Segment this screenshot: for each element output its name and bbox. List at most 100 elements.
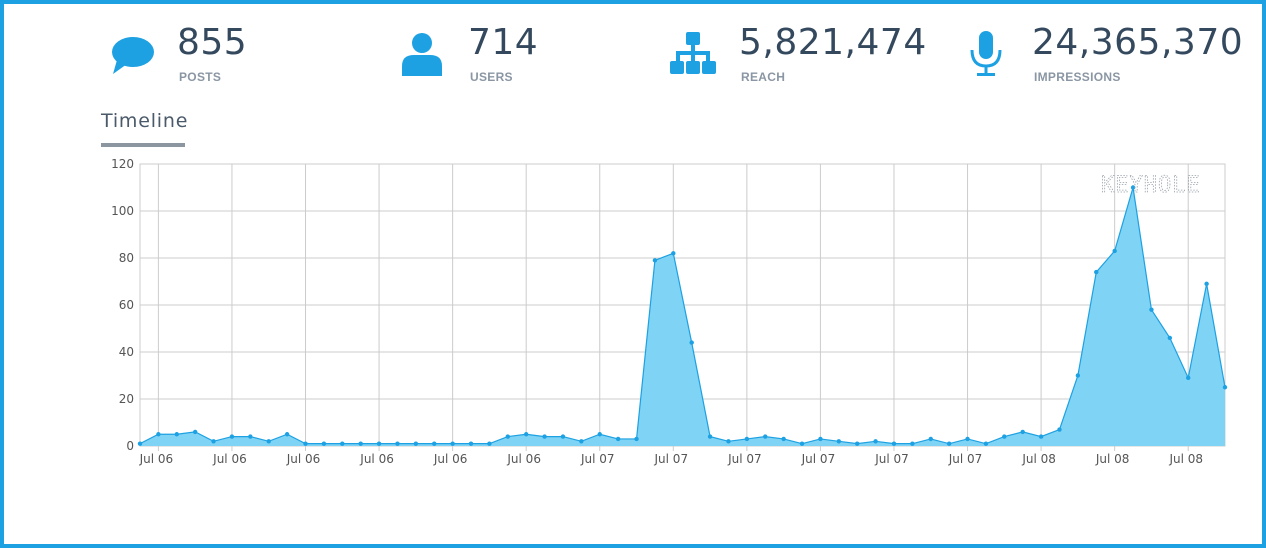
y-tick-label: 100 — [111, 204, 134, 218]
data-point[interactable] — [1075, 373, 1081, 378]
y-tick-label: 120 — [111, 157, 134, 171]
data-point[interactable] — [1130, 185, 1136, 190]
data-point[interactable] — [376, 441, 382, 446]
x-tick-label: Jul 06 — [286, 452, 321, 466]
x-tick-label: Jul 07 — [727, 452, 762, 466]
data-point[interactable] — [928, 436, 933, 442]
data-point[interactable] — [652, 258, 658, 263]
keyhole-watermark: KEYHOLE — [1101, 173, 1201, 198]
data-point[interactable] — [818, 436, 823, 442]
data-point[interactable] — [229, 434, 235, 439]
data-point[interactable] — [707, 434, 713, 439]
data-point[interactable] — [744, 436, 750, 442]
data-point[interactable] — [321, 441, 327, 446]
x-tick-label: Jul 06 — [359, 452, 394, 466]
data-point[interactable] — [1002, 434, 1007, 439]
y-tick-label: 40 — [119, 345, 134, 359]
data-point[interactable] — [891, 441, 897, 446]
data-point[interactable] — [597, 432, 602, 437]
data-point[interactable] — [1020, 429, 1025, 435]
data-point[interactable] — [137, 441, 143, 446]
data-point[interactable] — [413, 441, 419, 446]
data-point[interactable] — [671, 251, 676, 256]
microphone-icon — [970, 31, 1002, 76]
stat-impressions-value: 24,365,370 — [1032, 22, 1244, 63]
data-point[interactable] — [395, 441, 400, 446]
x-tick-label: Jul 07 — [874, 452, 909, 466]
data-point[interactable] — [1222, 385, 1228, 390]
x-tick-label: Jul 08 — [1095, 452, 1130, 466]
data-point[interactable] — [303, 441, 308, 446]
y-tick-label: 20 — [119, 392, 134, 406]
data-point[interactable] — [983, 441, 989, 446]
data-point[interactable] — [358, 441, 363, 446]
data-point[interactable] — [523, 432, 529, 437]
x-tick-label: Jul 07 — [948, 452, 983, 466]
data-point[interactable] — [340, 441, 345, 446]
data-point[interactable] — [192, 429, 198, 435]
data-point[interactable] — [266, 439, 271, 444]
data-point[interactable] — [615, 436, 621, 442]
data-point[interactable] — [560, 434, 566, 439]
data-point[interactable] — [1094, 269, 1099, 275]
chart-area-layer — [139, 187, 1226, 446]
data-point[interactable] — [211, 439, 216, 444]
data-point[interactable] — [468, 441, 474, 446]
data-point[interactable] — [487, 441, 492, 446]
data-point[interactable] — [1204, 281, 1209, 287]
stat-posts-value: 855 — [177, 22, 248, 63]
data-point[interactable] — [248, 434, 253, 439]
data-point[interactable] — [156, 432, 161, 437]
x-tick-label: Jul 06 — [212, 452, 247, 466]
stat-reach-label: REACH — [741, 70, 786, 84]
data-point[interactable] — [946, 441, 952, 446]
data-point[interactable] — [910, 441, 915, 446]
data-point[interactable] — [855, 441, 860, 446]
data-point[interactable] — [873, 439, 878, 444]
data-point[interactable] — [726, 439, 731, 444]
stat-impressions-label: IMPRESSIONS — [1034, 70, 1121, 84]
data-point[interactable] — [505, 434, 510, 439]
y-tick-label: 80 — [119, 251, 134, 265]
data-point[interactable] — [450, 441, 455, 446]
data-point[interactable] — [1112, 248, 1117, 254]
series-area — [140, 187, 1225, 446]
data-point[interactable] — [799, 441, 805, 446]
data-point[interactable] — [689, 340, 694, 345]
tab-active-indicator — [101, 143, 185, 147]
y-axis: 0 20 40 60 80 100 120 — [111, 157, 134, 453]
y-tick-label: 0 — [126, 439, 134, 453]
user-icon — [402, 33, 442, 76]
stat-posts-label: POSTS — [179, 70, 222, 84]
data-point[interactable] — [1038, 434, 1044, 439]
data-point[interactable] — [1167, 335, 1173, 341]
data-point[interactable] — [634, 436, 639, 442]
network-icon — [670, 32, 716, 74]
data-point[interactable] — [965, 436, 970, 442]
data-point[interactable] — [781, 436, 786, 442]
data-point[interactable] — [432, 441, 437, 446]
data-point[interactable] — [1186, 375, 1191, 381]
x-tick-label: Jul 08 — [1021, 452, 1056, 466]
data-point[interactable] — [284, 432, 290, 437]
stat-reach-value: 5,821,474 — [739, 22, 927, 63]
data-point[interactable] — [763, 434, 768, 439]
x-tick-label: Jul 06 — [506, 452, 541, 466]
chat-bubble-icon — [112, 37, 154, 74]
data-point[interactable] — [1057, 427, 1062, 432]
chart-points — [137, 185, 1228, 446]
data-point[interactable] — [1149, 307, 1154, 312]
data-point[interactable] — [174, 432, 179, 437]
tab-timeline[interactable]: Timeline — [101, 110, 189, 132]
x-tick-label: Jul 08 — [1168, 452, 1203, 466]
data-point[interactable] — [836, 439, 842, 444]
stat-users-value: 714 — [468, 22, 539, 63]
x-tick-label: Jul 07 — [801, 452, 836, 466]
series-line — [139, 187, 1226, 445]
data-point[interactable] — [579, 439, 584, 444]
x-tick-label: Jul 07 — [654, 452, 689, 466]
x-tick-label: Jul 06 — [433, 452, 468, 466]
data-point[interactable] — [542, 434, 547, 439]
x-tick-label: Jul 06 — [139, 452, 174, 466]
